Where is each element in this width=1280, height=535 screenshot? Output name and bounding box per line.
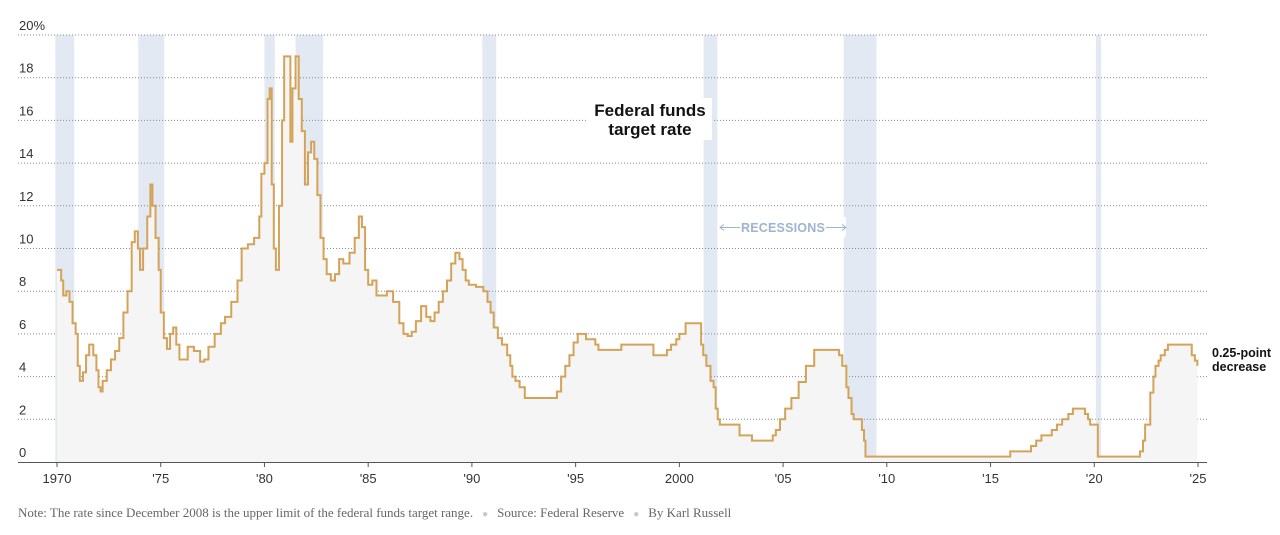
x-tick-label: '75 (152, 471, 169, 486)
chart-title-line-1: Federal funds (594, 101, 705, 120)
x-tick-label: '05 (775, 471, 792, 486)
x-tick-label: 2000 (665, 471, 694, 486)
end-annotation: 0.25-point decrease (1212, 346, 1272, 374)
chart-footer: Note: The rate since December 2008 is th… (18, 505, 731, 521)
y-tick-label: 6 (19, 317, 26, 332)
x-tick-label: '20 (1086, 471, 1103, 486)
x-tick-label: '10 (878, 471, 895, 486)
recessions-label: RECESSIONS (741, 221, 825, 235)
footer-note: Note: The rate since December 2008 is th… (18, 505, 474, 520)
x-axis-ticks: 1970 '75 '80 '85 '90 '95 2000 '05 '10 '15 '20 '25 (43, 462, 1207, 486)
y-tick-label: 4 (19, 360, 26, 375)
right-arrowhead-icon (841, 224, 847, 231)
x-tick-label: '90 (463, 471, 480, 486)
footer-byline: By Karl Russell (648, 505, 732, 520)
recessions-annotation: RECESSIONS (719, 217, 847, 237)
y-tick-label: 16 (19, 103, 33, 118)
y-tick-label: 12 (19, 189, 33, 204)
chart-title-line-2: target rate (608, 120, 691, 139)
x-tick-label: '15 (982, 471, 999, 486)
y-tick-label: 2 (19, 402, 26, 417)
y-tick-label: 14 (19, 146, 33, 161)
y-tick-label: 10 (19, 232, 33, 247)
end-annotation-line-1: 0.25-point (1212, 346, 1272, 360)
rate-area-fill (57, 56, 1198, 462)
y-axis-ticks: 20% 18 16 14 12 10 8 6 4 2 0 (19, 18, 45, 460)
fed-funds-rate-chart: 20% 18 16 14 12 10 8 6 4 2 0 1970 '75 '80 '85 '90 '95 20… (18, 18, 1272, 486)
y-tick-label: 8 (19, 274, 26, 289)
x-tick-label: '80 (256, 471, 273, 486)
chart-title: Federal funds target rate (588, 98, 712, 140)
separator-dot-icon: ● (633, 509, 640, 520)
end-annotation-line-2: decrease (1212, 360, 1266, 374)
y-tick-label: 20% (19, 18, 45, 33)
separator-dot-icon: ● (482, 509, 489, 520)
x-tick-label: 1970 (43, 471, 72, 486)
x-tick-label: '25 (1190, 471, 1207, 486)
x-tick-label: '85 (360, 471, 377, 486)
x-tick-label: '95 (567, 471, 584, 486)
rate-series-line (57, 55, 1199, 458)
y-tick-label: 18 (19, 61, 33, 76)
left-arrowhead-icon (719, 224, 725, 231)
y-tick-label: 0 (19, 445, 26, 460)
footer-source: Source: Federal Reserve (497, 505, 625, 520)
